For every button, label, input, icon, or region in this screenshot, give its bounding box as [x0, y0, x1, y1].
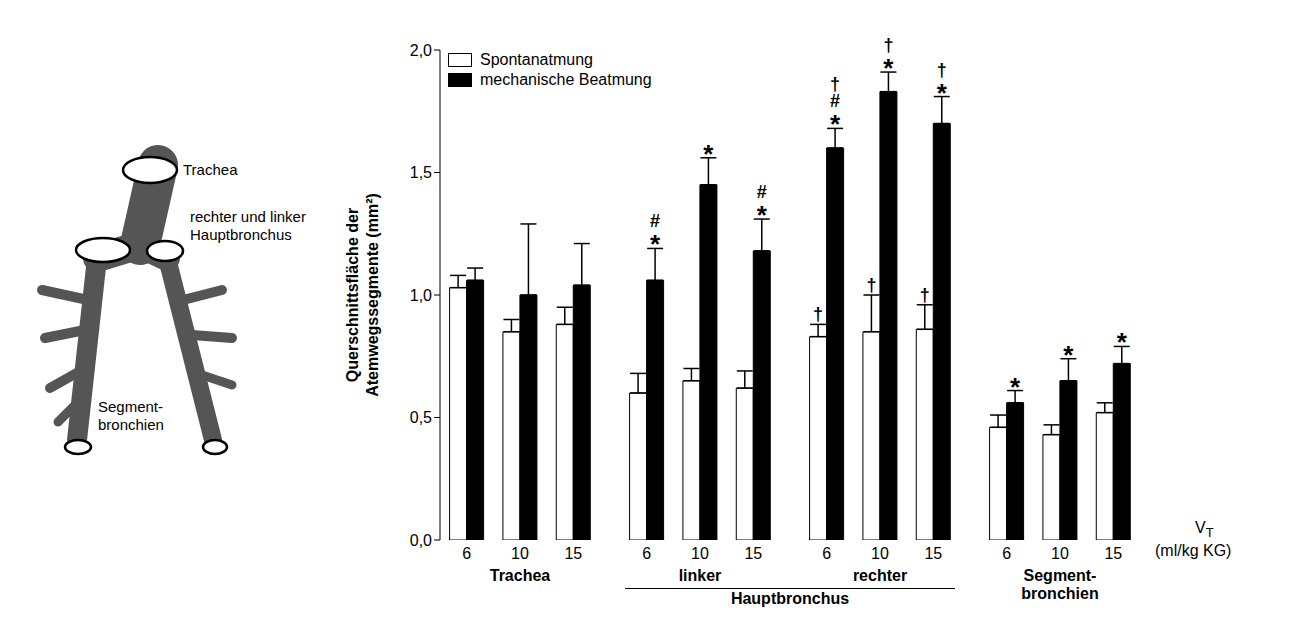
html-text:rechter und linker Hauptbronch: rechter und linker Hauptbronchus	[190, 208, 306, 243]
html-text:Hauptbronchus: Hauptbronchus	[730, 590, 850, 607]
svg-text:Atemwegssegmente (mm²): Atemwegssegmente (mm²)	[364, 193, 381, 397]
svg-text:*: *	[883, 53, 894, 83]
svg-text:2,0: 2,0	[410, 42, 432, 59]
svg-text:*: *	[937, 78, 948, 108]
svg-text:†: †	[883, 35, 893, 55]
svg-text:15: 15	[1104, 545, 1122, 562]
svg-text:0,5: 0,5	[410, 409, 432, 426]
svg-text:15: 15	[564, 545, 582, 562]
html-text:mechanische Beatmung: mechanische Beatmung	[480, 71, 652, 88]
svg-text:6: 6	[642, 545, 651, 562]
html-text:rechter: rechter	[852, 567, 908, 584]
svg-text:6: 6	[1002, 545, 1011, 562]
svg-text:1,5: 1,5	[410, 164, 432, 181]
svg-text:6: 6	[462, 545, 471, 562]
svg-text:#: #	[757, 182, 767, 202]
html-text:VT: VT	[1195, 519, 1214, 541]
svg-text:*: *	[757, 200, 768, 230]
svg-text:10: 10	[1051, 545, 1069, 562]
svg-text:6: 6	[822, 545, 831, 562]
svg-text:*: *	[1117, 327, 1128, 357]
svg-text:*: *	[1063, 340, 1074, 370]
html-text:linker: linker	[678, 567, 722, 584]
svg-text:*: *	[650, 229, 661, 259]
svg-text:†: †	[937, 60, 947, 80]
svg-text:1,0: 1,0	[410, 287, 432, 304]
svg-text:†: †	[830, 74, 840, 94]
html-text:Segment-bronchien: Segment-bronchien	[98, 398, 164, 433]
html-text:Segment-bronchien: Segment-bronchien	[1021, 567, 1099, 603]
svg-text:10: 10	[691, 545, 709, 562]
svg-text:*: *	[830, 109, 841, 139]
svg-text:#: #	[650, 211, 660, 231]
svg-text:†: †	[813, 304, 823, 324]
svg-text:15: 15	[744, 545, 762, 562]
svg-text:0,0: 0,0	[410, 532, 432, 549]
svg-text:†: †	[866, 275, 876, 295]
svg-text:*: *	[1010, 372, 1021, 402]
html-text:Spontanatmung: Spontanatmung	[480, 51, 593, 68]
html-text:Trachea: Trachea	[183, 161, 238, 178]
svg-text:15: 15	[924, 545, 942, 562]
svg-text:10: 10	[511, 545, 529, 562]
svg-text:Querschnittsfläche der: Querschnittsfläche der	[344, 208, 361, 382]
svg-text:*: *	[703, 139, 714, 169]
html-text:(ml/kg KG): (ml/kg KG)	[1155, 541, 1232, 559]
svg-text:10: 10	[871, 545, 889, 562]
html-text:Trachea: Trachea	[489, 567, 551, 584]
svg-text:†: †	[920, 285, 930, 305]
